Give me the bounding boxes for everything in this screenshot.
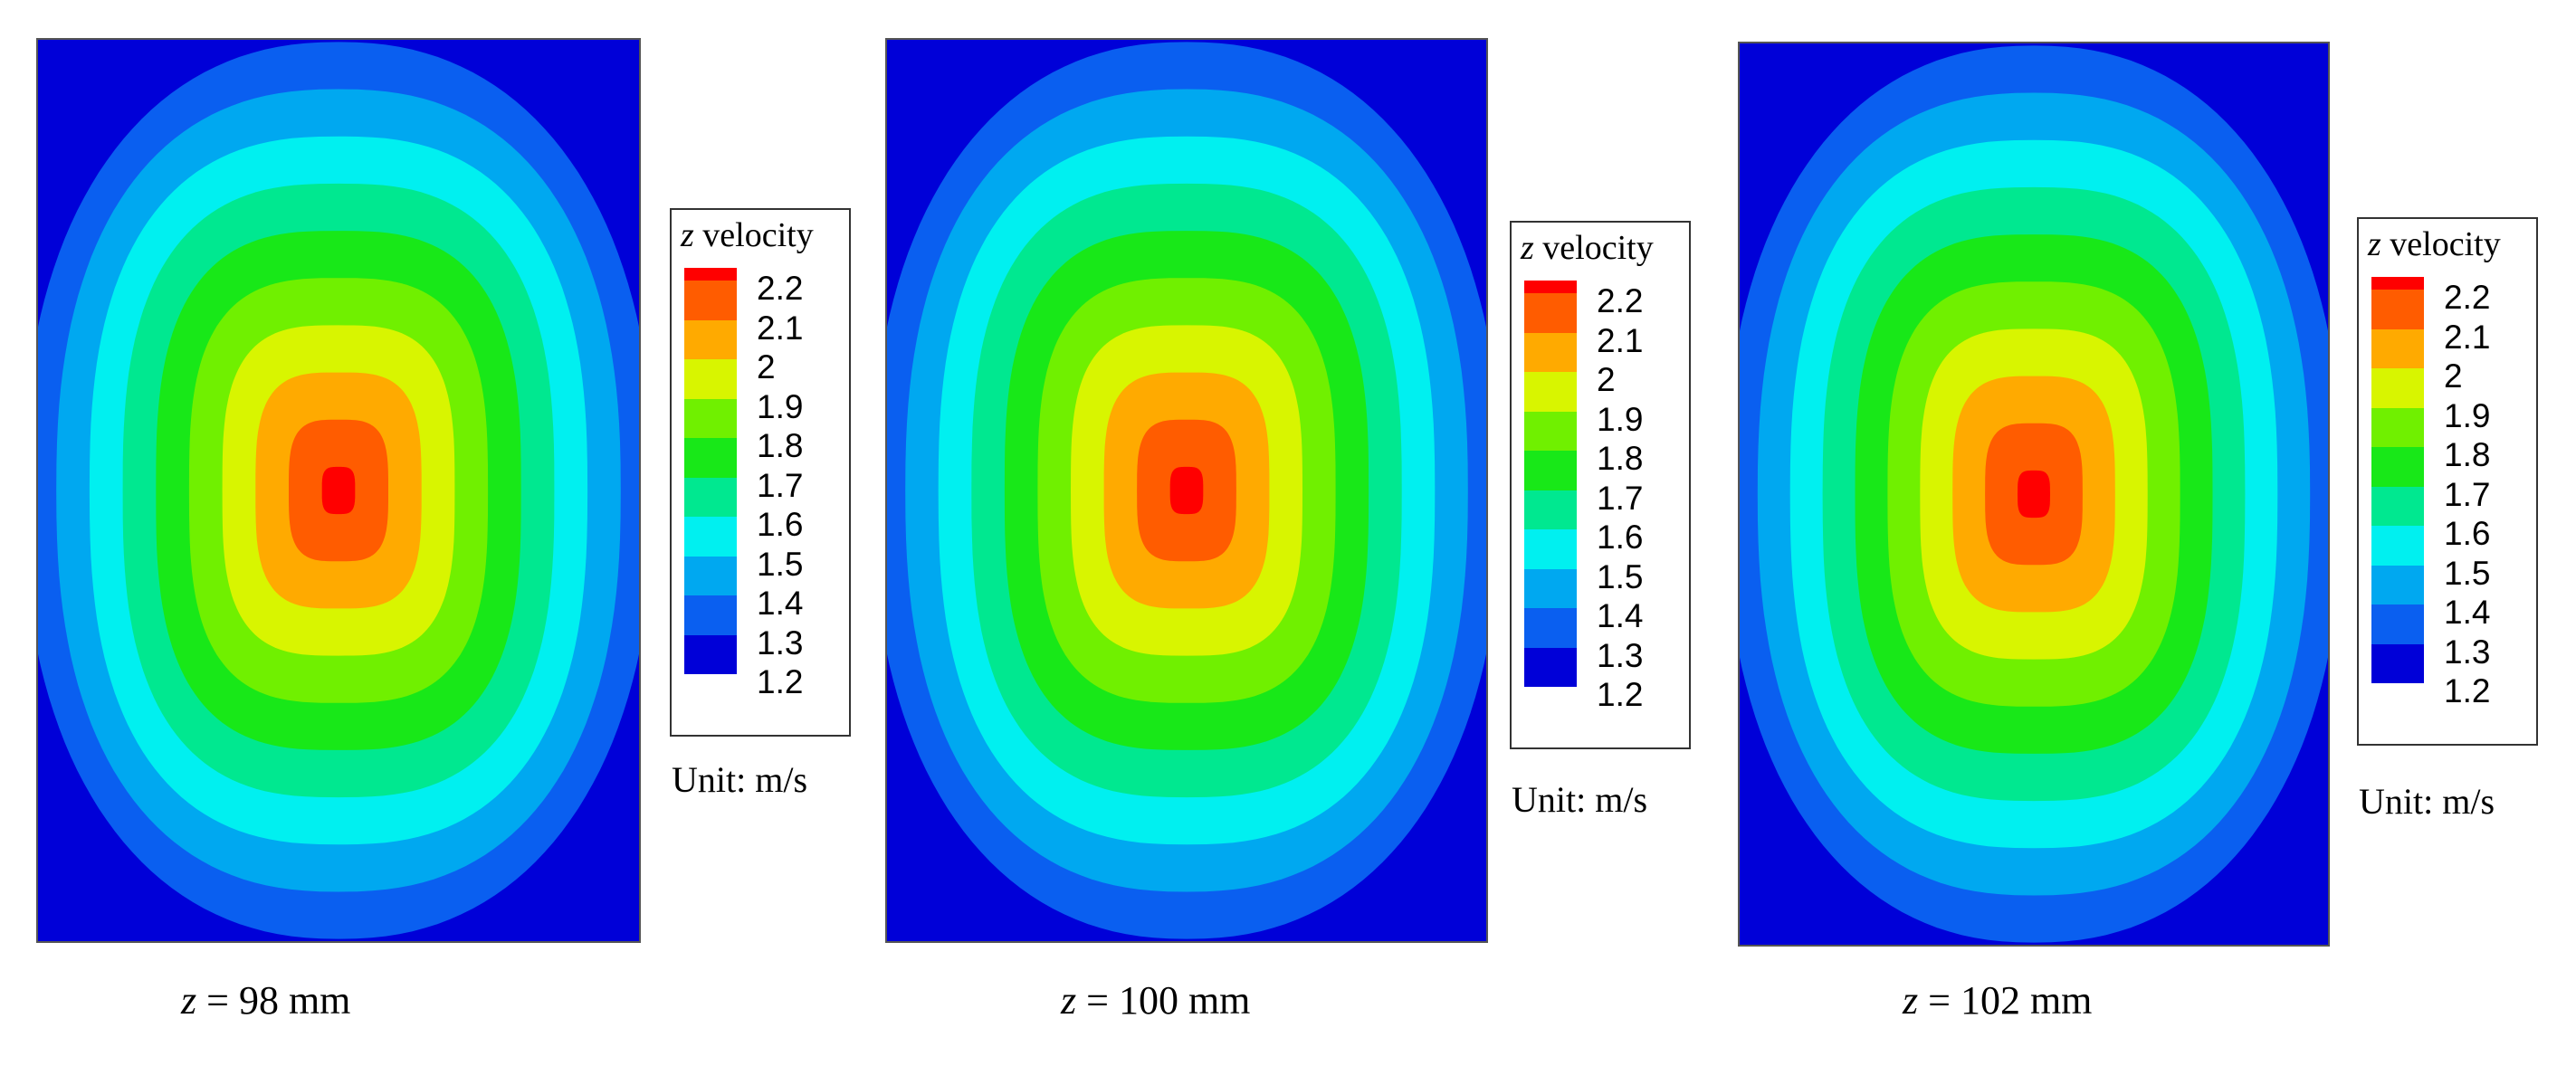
legend-tick-label: 1.6 (1597, 519, 1644, 556)
legend-swatch (684, 595, 737, 635)
legend-swatch (684, 517, 737, 557)
panel-2: z velocity 2.2 2.1 2 1.9 1.8 1.7 1.6 1.5 1.4 1.3 1… (851, 0, 1711, 1066)
legend-tick-label: 2.1 (2444, 318, 2491, 356)
legend-swatch (2371, 447, 2424, 487)
legend-swatch (1524, 332, 1577, 372)
legend-swatch (2371, 526, 2424, 566)
legend-tick-label: 1.9 (757, 387, 804, 425)
legend-tick-label: 1.7 (757, 466, 804, 504)
legend-swatch (2371, 368, 2424, 408)
legend-swatch (1524, 411, 1577, 451)
legend-swatch (684, 359, 737, 399)
legend-tick-label: 1.4 (2444, 594, 2491, 631)
legend-tick-label: 1.9 (1597, 400, 1644, 438)
legend-swatch (684, 477, 737, 517)
legend-tick-label: 1.2 (2444, 672, 2491, 709)
legend-swatch (1524, 647, 1577, 687)
legend-tick-label: 1.9 (2444, 396, 2491, 434)
caption-2: z = 100 mm (1061, 978, 1251, 1023)
legend-tick-label: 1.6 (2444, 515, 2491, 552)
legend-tick-label: 1.3 (2444, 633, 2491, 671)
legend-swatch (684, 281, 737, 320)
legend-swatch (684, 398, 737, 438)
legend-tick-label: 1.8 (1597, 440, 1644, 477)
legend-swatch (1524, 490, 1577, 529)
legend-title-2: z velocity (1521, 229, 1654, 267)
legend-swatch (2371, 328, 2424, 368)
legend-swatch (684, 438, 737, 478)
panel-3: z velocity 2.2 2.1 2 1.9 1.8 1.7 1.6 1.5 1.4 1.3 1… (1702, 0, 2562, 1066)
legend-tick-label: 1.3 (1597, 636, 1644, 674)
caption-3: z = 102 mm (1903, 978, 2093, 1023)
legend-swatch (2371, 604, 2424, 644)
unit-label-3: Unit: m/s (2359, 781, 2495, 822)
legend-title-1: z velocity (681, 216, 814, 254)
legend-1: z velocity 2.2 2.1 2 1.9 1.8 1.7 1.6 1.5 1.4 1.3 1… (670, 208, 851, 737)
legend-tick-label: 2.2 (2444, 279, 2491, 316)
contour-svg-2 (887, 40, 1486, 941)
contour-plot-1 (36, 38, 641, 943)
legend-swatch (1524, 568, 1577, 608)
band-3-10 (2018, 470, 2050, 519)
legend-tick-label: 1.4 (1597, 597, 1644, 634)
legend-tick-label: 1.8 (757, 427, 804, 464)
legend-tick-label: 2 (757, 348, 776, 385)
legend-tick-label: 2 (1597, 361, 1616, 398)
legend-tick-label: 1.3 (757, 623, 804, 661)
legend-2: z velocity 2.2 2.1 2 1.9 1.8 1.7 1.6 1.5 1.4 1.3 1… (1510, 221, 1691, 749)
legend-swatch (684, 268, 737, 281)
legend-swatch (1524, 529, 1577, 569)
legend-swatch (1524, 608, 1577, 648)
legend-tick-label: 1.7 (2444, 475, 2491, 513)
legend-swatch (2371, 643, 2424, 683)
caption-1: z = 98 mm (181, 978, 351, 1023)
legend-tick-label: 1.5 (757, 545, 804, 583)
legend-tick-label: 2.2 (1597, 282, 1644, 319)
contour-plot-2 (885, 38, 1488, 943)
legend-tick-label: 1.5 (2444, 554, 2491, 592)
legend-swatch (2371, 565, 2424, 604)
legend-swatch (684, 319, 737, 359)
legend-tick-label: 2 (2444, 357, 2463, 395)
legend-tick-label: 1.5 (1597, 557, 1644, 595)
legend-swatch (1524, 293, 1577, 333)
legend-tick-label: 1.4 (757, 585, 804, 622)
unit-label-1: Unit: m/s (672, 759, 808, 800)
legend-swatch (1524, 281, 1577, 293)
band-1-10 (321, 466, 356, 515)
band-2-10 (1169, 466, 1204, 515)
legend-swatch (684, 634, 737, 674)
legend-swatch (2371, 290, 2424, 329)
legend-title-3: z velocity (2368, 225, 2501, 263)
legend-swatch (2371, 277, 2424, 290)
legend-swatch (2371, 486, 2424, 526)
legend-swatch (2371, 407, 2424, 447)
legend-swatch (1524, 451, 1577, 490)
legend-swatch (1524, 372, 1577, 412)
legend-tick-label: 1.7 (1597, 479, 1644, 517)
contour-svg-3 (1740, 43, 2328, 945)
legend-swatch (684, 556, 737, 595)
legend-tick-label: 1.2 (1597, 676, 1644, 713)
legend-tick-label: 2.2 (757, 270, 804, 307)
legend-tick-label: 1.8 (2444, 436, 2491, 473)
unit-label-2: Unit: m/s (1512, 779, 1648, 820)
legend-3: z velocity 2.2 2.1 2 1.9 1.8 1.7 1.6 1.5 1.4 1.3 1… (2357, 217, 2538, 746)
contour-svg-1 (38, 40, 639, 941)
legend-tick-label: 1.6 (757, 506, 804, 543)
panel-1: z velocity 2.2 2.1 2 1.9 1.8 1.7 1.6 1.5 1.4 1.3 1… (0, 0, 860, 1066)
legend-tick-label: 2.1 (757, 309, 804, 347)
legend-tick-label: 2.1 (1597, 321, 1644, 359)
contour-plot-3 (1738, 42, 2330, 947)
legend-tick-label: 1.2 (757, 663, 804, 700)
